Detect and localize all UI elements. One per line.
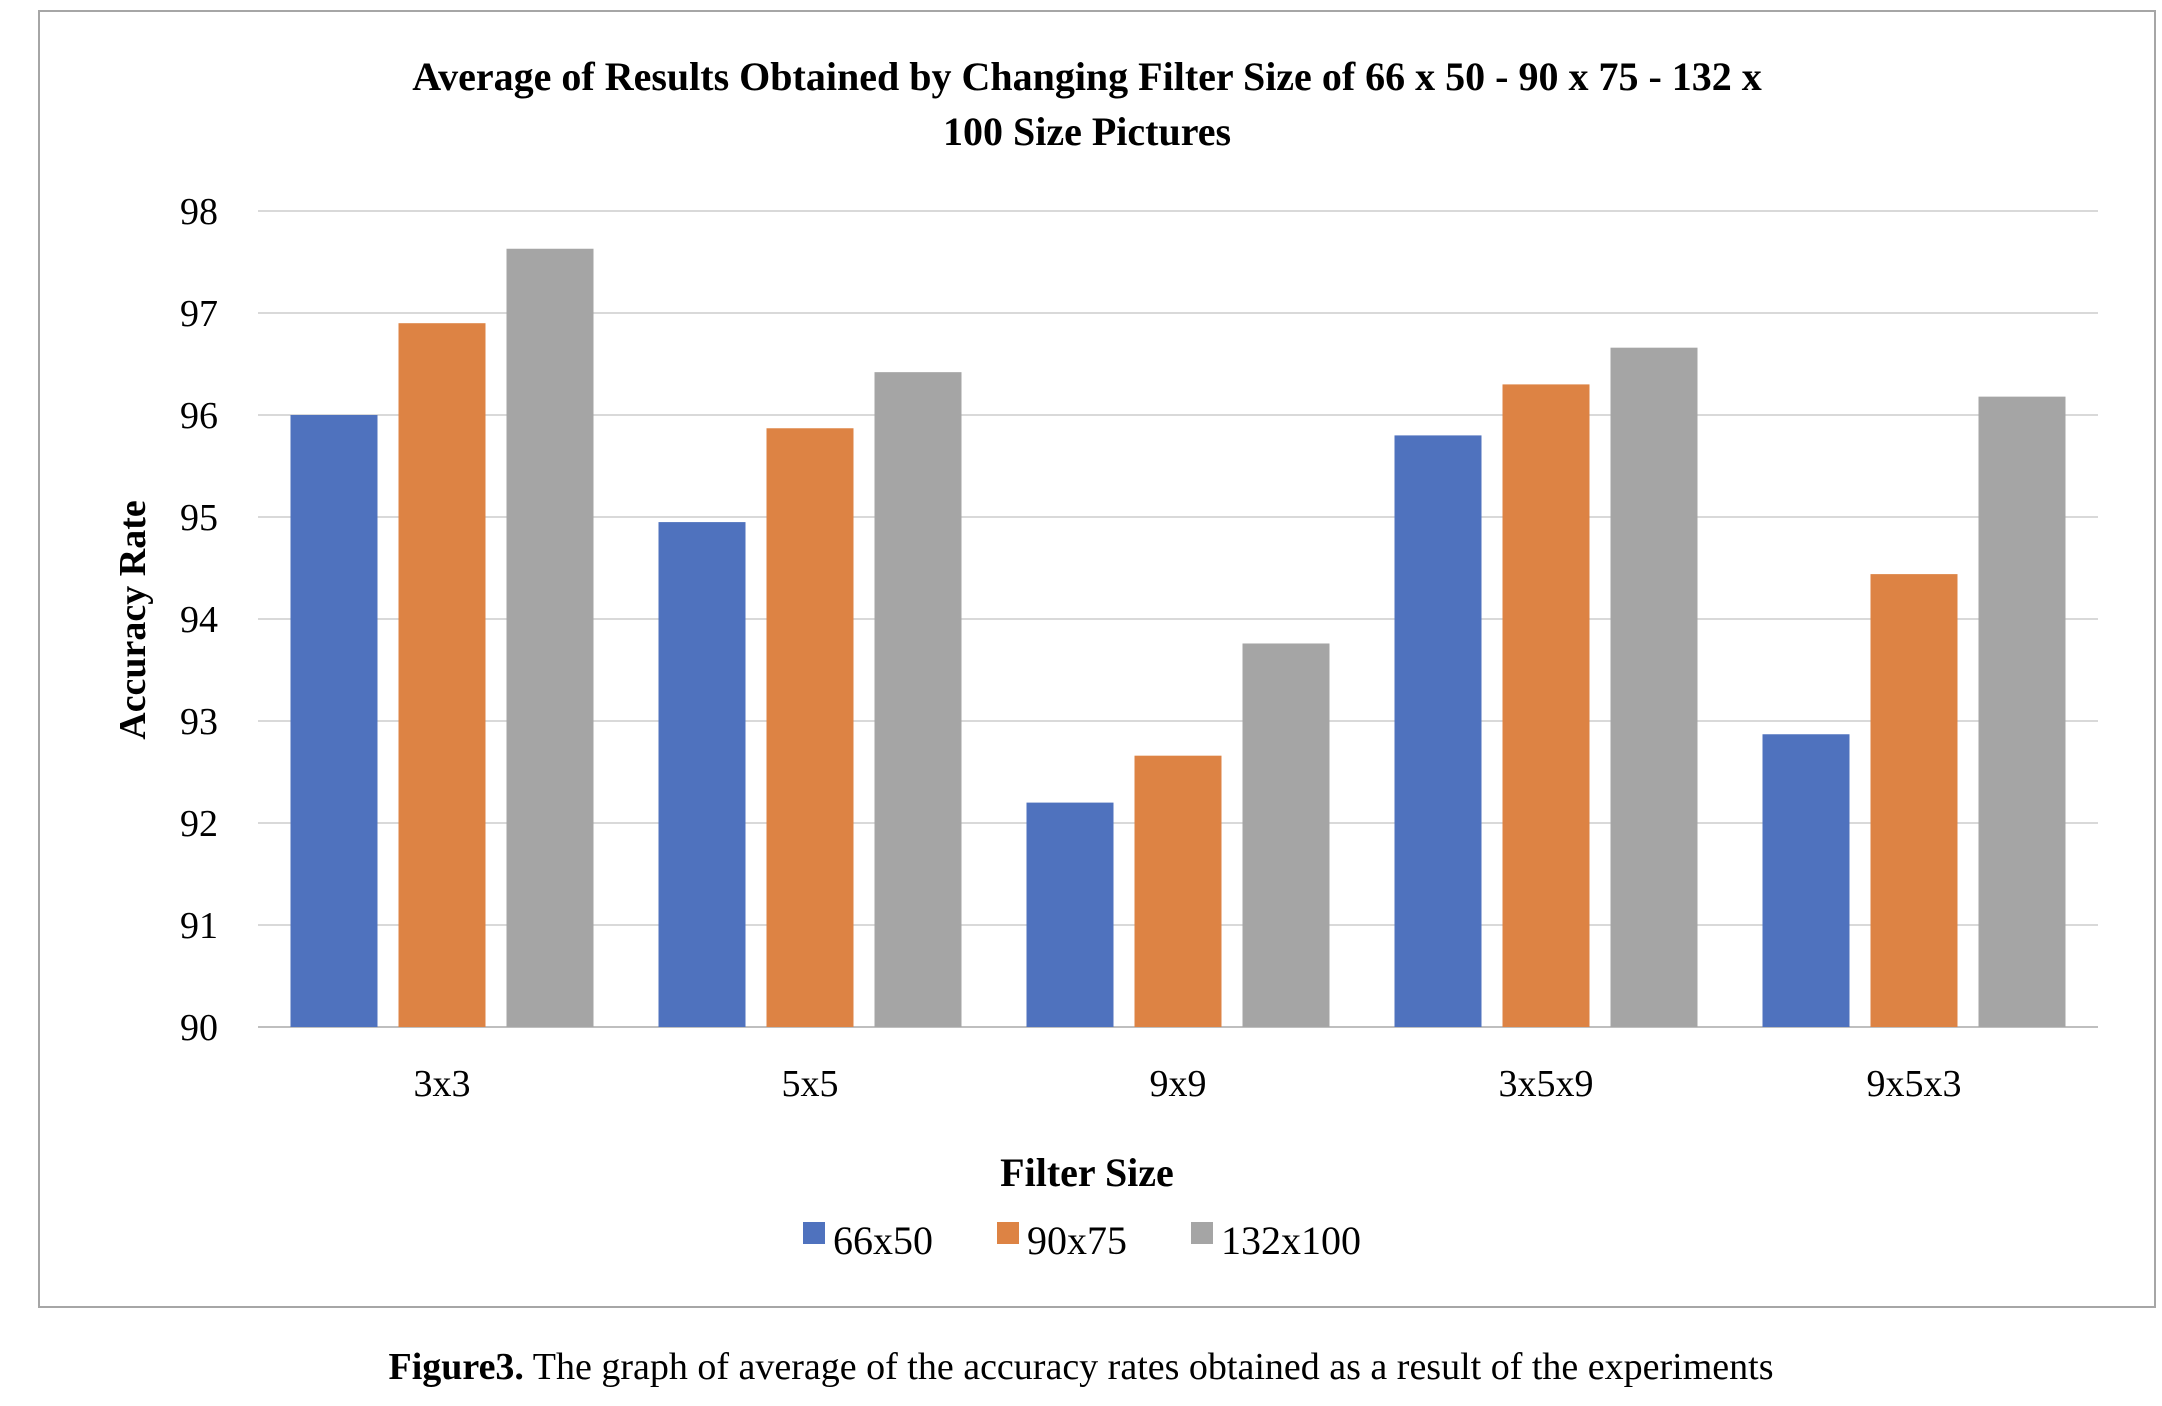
x-tick-label: 3x3 (414, 1063, 471, 1105)
legend: 66x50 90x75 132x100 (803, 1218, 1361, 1263)
y-tick-label: 95 (180, 497, 218, 539)
y-tick-label: 96 (180, 395, 218, 437)
legend-label: 66x50 (833, 1218, 933, 1263)
bar-66x50-9x9 (1026, 802, 1114, 1027)
bar-132x100-9x9 (1242, 643, 1330, 1027)
bars (290, 248, 2066, 1028)
chart-title: Average of Results Obtained by Changing … (412, 54, 1762, 154)
legend-label: 132x100 (1221, 1218, 1361, 1263)
caption-text: The graph of average of the accuracy rat… (523, 1346, 1774, 1388)
bar-66x50-5x5 (658, 522, 746, 1027)
bar-132x100-9x5x3 (1978, 396, 2066, 1027)
x-tick-label: 5x5 (782, 1063, 839, 1105)
y-tick-label: 94 (180, 599, 218, 641)
bar-66x50-3x3 (290, 415, 378, 1027)
y-axis-label: Accuracy Rate (112, 500, 154, 740)
chart-frame (38, 10, 2156, 1308)
x-axis-label: Filter Size (1000, 1150, 1174, 1195)
legend-swatch-132x100 (1191, 1222, 1213, 1244)
bar-132x100-5x5 (874, 372, 962, 1027)
y-tick-label: 97 (180, 293, 218, 335)
figure-caption: Figure3. The graph of average of the acc… (0, 1345, 2162, 1389)
bar-90x75-3x5x9 (1502, 384, 1590, 1027)
bar-chart: Average of Results Obtained by Changing … (112, 54, 2098, 1263)
x-tick-label: 9x5x3 (1867, 1063, 1962, 1105)
bar-132x100-3x3 (506, 248, 594, 1028)
bar-90x75-9x5x3 (1870, 574, 1958, 1027)
bar-90x75-3x3 (398, 323, 486, 1027)
bar-66x50-9x5x3 (1762, 734, 1850, 1027)
bar-90x75-9x9 (1134, 755, 1222, 1027)
caption-label: Figure3. (388, 1346, 524, 1388)
legend-label: 90x75 (1027, 1218, 1127, 1263)
chart-title-line: Average of Results Obtained by Changing … (412, 54, 1762, 99)
y-tick-label: 91 (180, 905, 218, 947)
bar-66x50-3x5x9 (1394, 435, 1482, 1027)
y-tick-label: 92 (180, 803, 218, 845)
y-tick-label: 90 (180, 1007, 218, 1049)
legend-swatch-66x50 (803, 1222, 825, 1244)
x-axis-ticks: 3x3 5x5 9x9 3x5x9 9x5x3 (414, 1063, 1962, 1105)
y-tick-label: 93 (180, 701, 218, 743)
bar-90x75-5x5 (766, 428, 854, 1027)
x-tick-label: 9x9 (1150, 1063, 1207, 1105)
chart-title-line: 100 Size Pictures (943, 109, 1231, 154)
x-tick-label: 3x5x9 (1499, 1063, 1594, 1105)
bar-132x100-3x5x9 (1610, 347, 1698, 1027)
legend-swatch-90x75 (997, 1222, 1019, 1244)
y-tick-label: 98 (180, 191, 218, 233)
y-axis-ticks: 90 91 92 93 94 95 96 97 98 (180, 191, 218, 1049)
